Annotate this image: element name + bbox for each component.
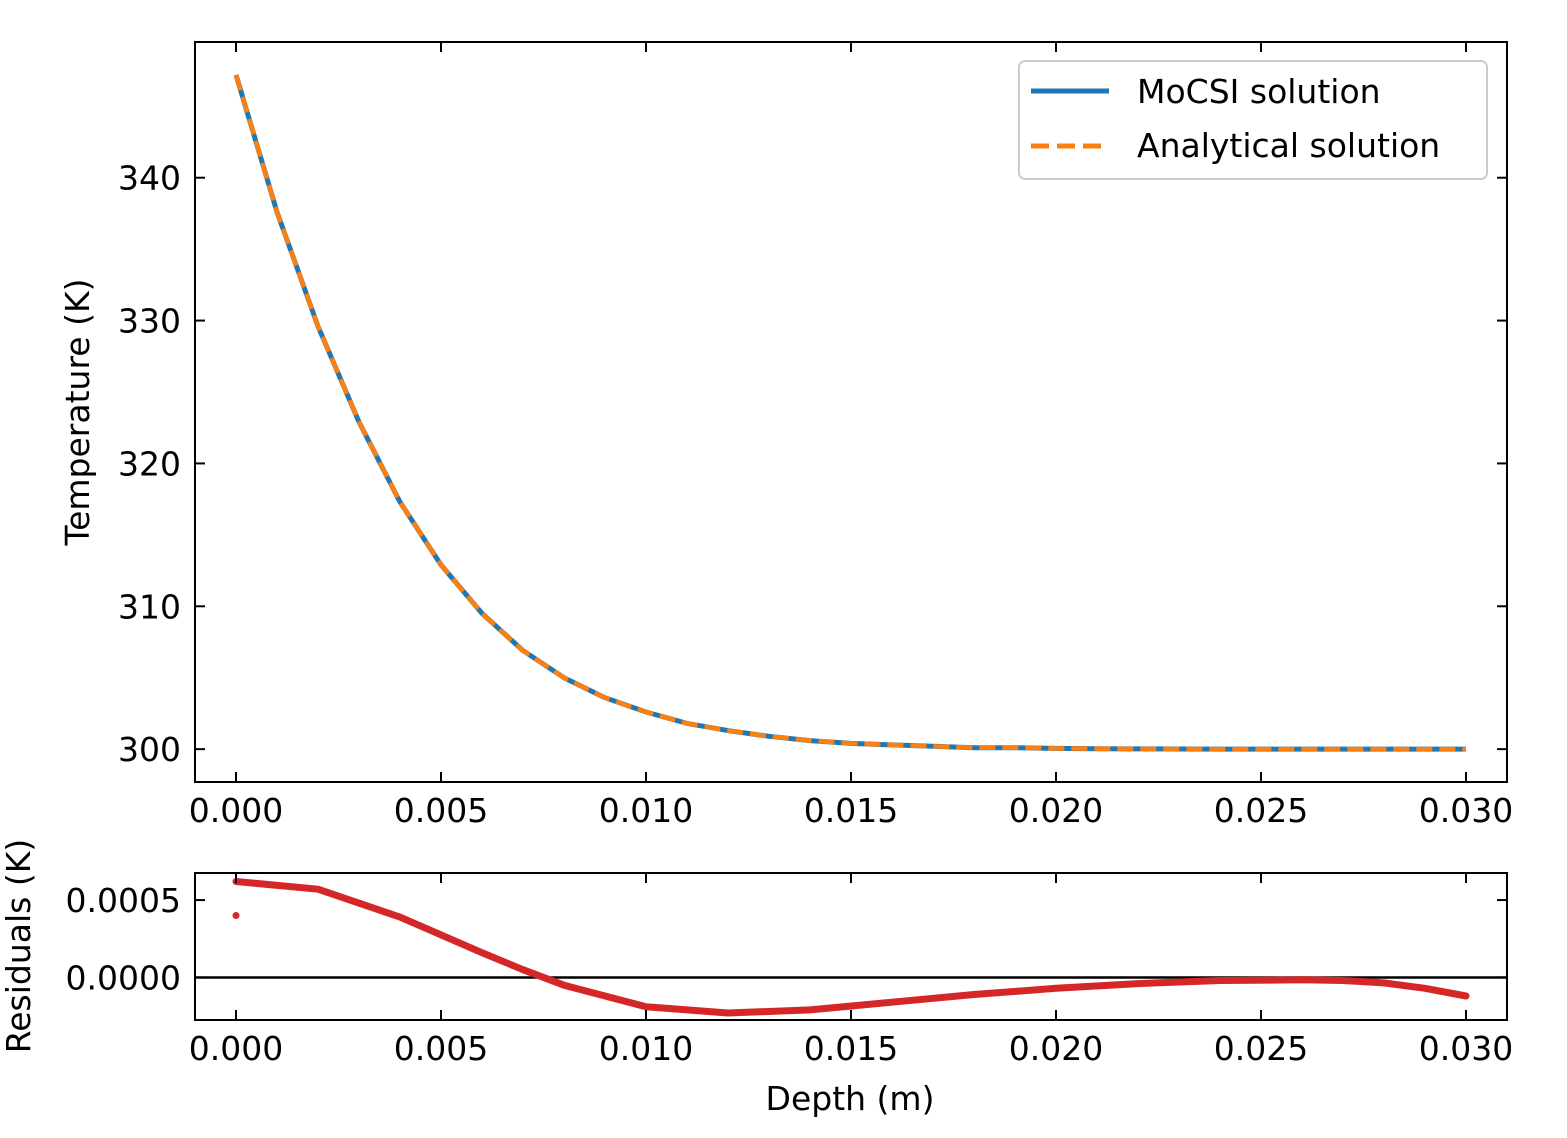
temperature-y-tick-label: 310 <box>118 587 181 626</box>
residual-outlier-point <box>232 912 240 920</box>
temperature-y-ticks: 300 310 320 330 340 <box>118 159 1507 769</box>
analytical-solution-line <box>233 74 1466 752</box>
temperature-y-tick-label: 330 <box>118 302 181 341</box>
temperature-x-tick-label: 0.000 <box>189 791 283 830</box>
temperature-series-layer <box>233 74 1466 752</box>
temperature-x-ticks: 0.000 0.005 0.010 0.015 0.020 0.025 0.030 <box>189 42 1513 830</box>
residuals-x-tick-label: 0.015 <box>804 1029 898 1068</box>
temperature-x-tick-label: 0.010 <box>599 791 693 830</box>
legend: MoCSI solution Analytical solution <box>1018 60 1488 180</box>
residuals-line <box>232 878 1470 1017</box>
temperature-x-tick-label: 0.030 <box>1419 791 1513 830</box>
temperature-panel: 0.000 0.005 0.010 0.015 0.020 0.025 0.030 3003… <box>58 41 1513 830</box>
temperature-x-tick-label: 0.020 <box>1009 791 1103 830</box>
residuals-series-layer <box>232 878 1470 1017</box>
residuals-x-tick-label: 0.010 <box>599 1029 693 1068</box>
residuals-x-tick-label: 0.025 <box>1214 1029 1308 1068</box>
temperature-x-tick-label: 0.005 <box>394 791 488 830</box>
residuals-x-tick-label: 0.000 <box>189 1029 283 1068</box>
temperature-y-tick-label: 300 <box>118 730 181 769</box>
residuals-y-tick-label: 0.0005 <box>66 881 181 920</box>
residuals-x-ticks: 0.000 0.005 0.010 0.015 0.020 0.025 0.030 <box>189 873 1513 1068</box>
temperature-x-tick-label: 0.015 <box>804 791 898 830</box>
residuals-axes-frame <box>194 872 1508 1021</box>
residuals-x-tick-label: 0.020 <box>1009 1029 1103 1068</box>
temperature-y-tick-label: 320 <box>118 444 181 483</box>
temperature-y-axis-label: Temperature (K) <box>58 279 97 547</box>
temperature-x-tick-label: 0.025 <box>1214 791 1308 830</box>
residuals-x-tick-label: 0.030 <box>1419 1029 1513 1068</box>
legend-frame <box>1018 60 1488 180</box>
residuals-y-ticks: 0.0000 0.0005 <box>66 881 1507 997</box>
temperature-axes-frame <box>194 41 1508 783</box>
temperature-y-tick-label: 340 <box>118 159 181 198</box>
residuals-x-tick-label: 0.005 <box>394 1029 488 1068</box>
residuals-panel: 0.000 0.005 0.010 0.015 0.020 0.025 0.030 0.00… <box>0 839 1513 1118</box>
legend-mocsi-label: MoCSI solution <box>1137 72 1381 111</box>
residuals-y-tick-label: 0.0000 <box>66 958 181 997</box>
x-axis-label: Depth (m) <box>766 1079 935 1118</box>
legend-analytical-label: Analytical solution <box>1137 126 1440 165</box>
residuals-y-axis-label: Residuals (K) <box>0 839 38 1053</box>
